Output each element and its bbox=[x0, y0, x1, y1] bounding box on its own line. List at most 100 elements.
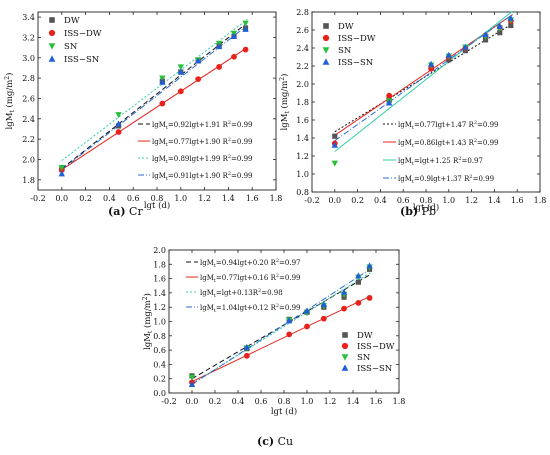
y-tick-label: 0.8 bbox=[296, 188, 309, 197]
y-tick-label: 2.0 bbox=[153, 246, 166, 255]
data-point-iss-dw bbox=[341, 305, 347, 312]
x-tick-label: -0.2 bbox=[161, 397, 176, 406]
y-tick-label: 2.2 bbox=[22, 135, 35, 144]
y-axis-label-unit: (mg/m bbox=[4, 80, 15, 110]
y-tick-label: 0.2 bbox=[153, 375, 166, 384]
equation-sub: t bbox=[214, 278, 216, 284]
data-point-iss-dw bbox=[243, 352, 250, 359]
equation-post: =0.99 bbox=[279, 274, 300, 282]
x-tick-label: 1.8 bbox=[270, 194, 283, 203]
y-tick-label: 1.8 bbox=[22, 176, 35, 185]
data-point-iss-dw bbox=[355, 300, 362, 306]
equation-sup: 2 bbox=[469, 174, 472, 180]
x-axis-label: lgt (d) bbox=[413, 202, 439, 213]
data-point-iss-sn bbox=[496, 23, 503, 29]
equation-pre: lgM bbox=[200, 289, 214, 297]
legend-label: ISS−SN bbox=[357, 364, 393, 374]
data-point-dw bbox=[355, 279, 362, 285]
x-tick-label: 1.6 bbox=[246, 194, 259, 203]
legend-label: DW bbox=[338, 22, 354, 32]
fit-equation: lgMt=0.86lgt+1.43 R2=0.99 bbox=[398, 138, 498, 149]
legend-label: SN bbox=[338, 46, 352, 56]
equation-sup: 2 bbox=[276, 258, 279, 264]
equation-sup: 2 bbox=[228, 120, 231, 126]
data-point-iss-sn bbox=[462, 43, 469, 50]
legend-marker-sn bbox=[48, 43, 56, 50]
data-point-sn bbox=[159, 75, 166, 82]
x-tick-label: 1.4 bbox=[347, 397, 360, 406]
equation-post: =0.99 bbox=[477, 139, 498, 147]
x-tick-label: 0.6 bbox=[397, 196, 410, 205]
y-axis-label-main: lgM bbox=[143, 333, 153, 350]
y-axis-label-main: lgM bbox=[5, 112, 15, 129]
legend-marker-iss-sn bbox=[322, 58, 330, 65]
equation-sub: t bbox=[166, 176, 168, 182]
caption-letter: (a) bbox=[108, 205, 126, 218]
equation-sub: t bbox=[412, 179, 414, 185]
y-tick-label: 2.4 bbox=[22, 115, 35, 124]
equation-body: =1.04lgt+0.12 R bbox=[216, 304, 277, 312]
equation-post: =0.97 bbox=[279, 259, 300, 267]
x-tick-label: -0.2 bbox=[304, 196, 319, 205]
equation-sup: 2 bbox=[276, 303, 279, 309]
legend-marker-iss-sn bbox=[48, 55, 56, 62]
equation-sup: 2 bbox=[228, 171, 231, 177]
equation-pre: lgM bbox=[152, 155, 166, 163]
x-tick-label: 0.2 bbox=[79, 194, 92, 203]
equation-post: =0.99 bbox=[477, 121, 498, 129]
x-axis-label: lgt (d) bbox=[271, 406, 297, 417]
x-tick-label: 0.8 bbox=[151, 194, 164, 203]
panel-caption: (c) Cu bbox=[257, 435, 293, 448]
equation-body: =lgt+1.25 R bbox=[414, 157, 459, 165]
legend-marker-dw bbox=[342, 332, 348, 338]
x-tick-label: 1.2 bbox=[198, 194, 211, 203]
data-point-iss-sn bbox=[340, 288, 348, 295]
equation-pre: lgM bbox=[152, 172, 166, 180]
data-point-iss-sn bbox=[385, 99, 393, 106]
data-point-iss-dw bbox=[320, 315, 327, 322]
x-tick-label: 1.0 bbox=[301, 397, 314, 406]
equation-sup: 2 bbox=[228, 137, 231, 143]
panel-caption: (b) Pb bbox=[400, 205, 436, 218]
y-axis-label-unit: (mg/m bbox=[142, 300, 153, 330]
data-point-iss-sn bbox=[303, 307, 311, 314]
x-tick-label: 1.2 bbox=[465, 196, 478, 205]
x-tick-label: 0.8 bbox=[420, 196, 433, 205]
data-point-dw bbox=[497, 30, 503, 36]
y-axis-label-close: ) bbox=[142, 293, 153, 296]
data-point-sn bbox=[188, 374, 196, 381]
x-tick-label: 0.6 bbox=[127, 194, 140, 203]
x-tick-label: 0.0 bbox=[328, 196, 341, 205]
equation-sub: t bbox=[166, 142, 168, 148]
data-point-sn bbox=[242, 20, 249, 27]
equation-body: =0.94lgt+0.20 R bbox=[216, 259, 277, 267]
equation-sub: t bbox=[214, 293, 216, 299]
chart-panel-cu: -0.2 0.0 0.2 0.4 0.6 0.8 1.0 1.2 1.4 1.6 1.80.00.2… bbox=[142, 246, 405, 448]
data-point-iss-dw bbox=[159, 100, 166, 107]
y-tick-label: 2.6 bbox=[22, 94, 35, 103]
y-tick-label: 2.8 bbox=[296, 8, 309, 17]
equation-sub: t bbox=[214, 308, 216, 314]
data-point-iss-dw bbox=[242, 46, 249, 53]
fit-equation: lgMt=0.9lgt+1.37 R2=0.99 bbox=[398, 174, 494, 185]
data-point-iss-sn bbox=[242, 25, 249, 32]
data-point-iss-sn bbox=[320, 300, 327, 307]
fit-equation: lgMt=0.77lgt+1.47 R2=0.99 bbox=[398, 120, 498, 131]
y-tick-label: 2.4 bbox=[296, 44, 309, 53]
legend-label: ISS−DW bbox=[357, 342, 395, 352]
x-tick-label: 0.4 bbox=[103, 194, 116, 203]
caption-text: Cu bbox=[274, 435, 293, 448]
fit-equation: lgMt=0.92lgt+1.91 R2=0.99 bbox=[152, 120, 252, 131]
legend-label: SN bbox=[64, 42, 78, 52]
y-axis-label-close: ) bbox=[4, 73, 15, 76]
data-point-iss-sn bbox=[194, 57, 202, 64]
fit-equation: lgMt=0.77lgt+1.90 R2=0.99 bbox=[152, 137, 252, 148]
data-point-iss-sn bbox=[188, 381, 196, 388]
equation-pre: lgM bbox=[398, 157, 412, 165]
y-tick-label: 1.0 bbox=[153, 318, 166, 327]
equation-pre: lgM bbox=[398, 121, 412, 129]
equation-pre: lgM bbox=[152, 138, 166, 146]
y-tick-label: 2.0 bbox=[296, 80, 309, 89]
equation-sup: 2 bbox=[228, 154, 231, 160]
data-point-iss-dw bbox=[366, 295, 373, 301]
